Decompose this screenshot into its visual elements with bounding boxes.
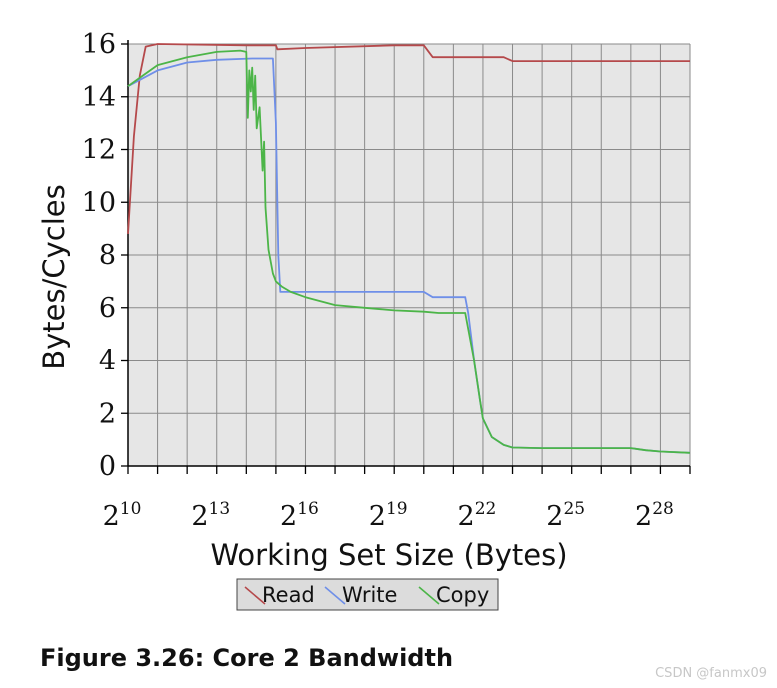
y-tick-label: 10 [82,187,116,218]
watermark: CSDN @fanmx09 [655,666,767,681]
legend-box [236,578,499,611]
series-line-read [127,43,690,234]
y-tick-label: 16 [82,29,116,60]
x-tick-label: 213 [191,499,230,532]
chart: 0 2 4 6 8 10 12 14 16 210 213 216 219 222 225 228 Workin… [37,29,691,611]
x-tick-label: 216 [280,499,319,532]
legend-swatch-write [324,586,346,605]
y-tick-label: 0 [99,451,116,482]
legend-label-write: Write [342,583,397,607]
legend-swatch-read [244,586,266,605]
legend-label-copy: Copy [436,583,489,607]
x-tick-label: 222 [458,499,497,532]
figure-caption: Figure 3.26: Core 2 Bandwidth [40,644,454,672]
y-tick-label: 14 [82,82,116,113]
y-tick-label: 12 [82,135,116,166]
y-tick-label: 6 [99,293,116,324]
y-tick-label: 4 [99,346,116,377]
legend: Read Write Copy [236,578,499,611]
legend-swatch-copy [418,586,440,605]
y-axis-title: Bytes/Cycles [37,184,71,370]
y-tick-label: 2 [99,398,116,429]
legend-label-read: Read [262,583,315,607]
x-tick-label: 225 [546,499,585,532]
y-tick-label: 8 [99,240,116,271]
x-tick-label: 219 [369,499,408,532]
x-axis-title: Working Set Size (Bytes) [210,538,567,572]
grid [128,43,691,466]
series-line-copy [127,49,691,454]
x-tick-label: 228 [635,499,674,532]
x-tick-label: 210 [103,499,142,532]
